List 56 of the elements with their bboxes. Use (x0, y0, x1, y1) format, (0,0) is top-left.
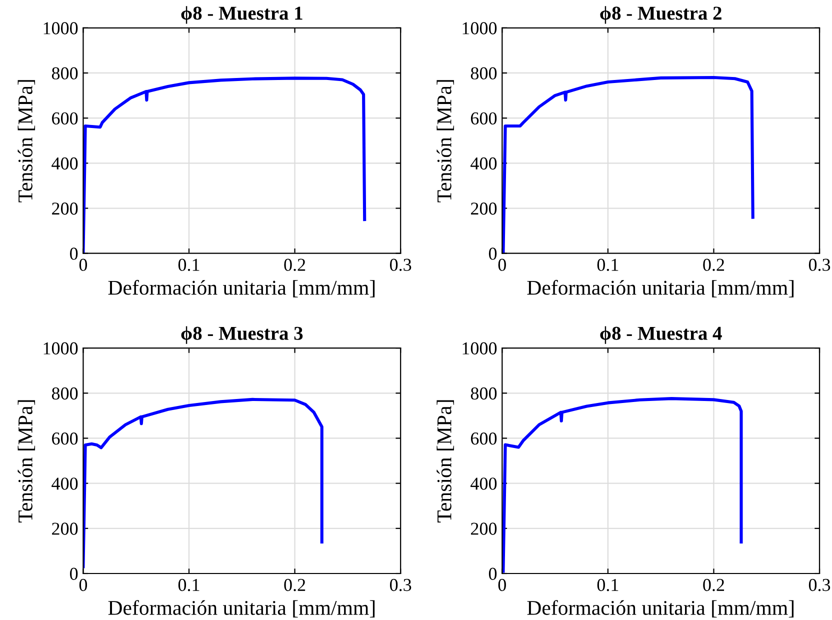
y-tick-label: 400 (52, 478, 78, 490)
chart-title: ϕ8 - Muestra 1 (181, 6, 302, 24)
x-axis-title: Deformación unitaria [mm/mm] (527, 280, 794, 298)
y-axis-title: Tensión [MPa] (18, 400, 36, 522)
x-tick-label: 0 (498, 258, 506, 271)
y-tick-label: 200 (470, 522, 497, 535)
y-axis-title: Tensión [MPa] (436, 400, 454, 522)
x-tick-label: 0.1 (178, 258, 200, 271)
x-tick-label: 0.3 (808, 578, 830, 592)
y-tick-label: 600 (52, 432, 78, 445)
x-tick-label: 0.2 (284, 578, 306, 592)
y-tick-label: 600 (470, 432, 497, 445)
y-tick-label: 200 (470, 202, 497, 215)
x-tick-label: 0.2 (703, 258, 724, 271)
y-tick-label: 0 (70, 248, 78, 260)
y-tick-label: 0 (70, 568, 78, 580)
y-tick-label: 400 (52, 157, 78, 170)
y-tick-label: 0 (488, 568, 497, 580)
x-tick-label: 0.2 (703, 578, 724, 592)
y-tick-label: 800 (52, 67, 78, 80)
x-axis-title: Deformación unitaria [mm/mm] (108, 280, 375, 298)
y-tick-label: 1000 (462, 22, 497, 34)
chart-title: ϕ8 - Muestra 4 (600, 326, 722, 344)
y-tick-label: 200 (52, 202, 78, 215)
x-tick-label: 0.3 (390, 578, 412, 592)
y-tick-label: 200 (52, 522, 78, 535)
y-tick-label: 600 (470, 112, 497, 125)
y-tick-label: 800 (52, 387, 78, 400)
y-tick-label: 0 (488, 248, 497, 260)
x-tick-label: 0.1 (597, 258, 618, 271)
y-tick-label: 800 (470, 387, 497, 400)
y-tick-label: 1000 (44, 342, 78, 354)
x-tick-label: 0.1 (597, 578, 618, 592)
x-tick-label: 0.3 (390, 258, 412, 271)
y-tick-label: 400 (470, 478, 497, 490)
x-tick-label: 0 (498, 578, 506, 592)
y-tick-label: 600 (52, 112, 78, 125)
y-axis-title: Tensión [MPa] (436, 80, 454, 202)
line-series (83, 76, 366, 254)
x-tick-label: 0.3 (808, 258, 830, 271)
y-tick-label: 400 (470, 157, 497, 170)
y-axis-title: Tensión [MPa] (18, 80, 36, 202)
y-tick-label: 1000 (462, 342, 497, 354)
x-tick-label: 0 (79, 258, 88, 271)
y-tick-label: 1000 (44, 22, 78, 34)
line-series (83, 398, 324, 568)
x-axis-title: Deformación unitaria [mm/mm] (527, 600, 794, 618)
line-series (502, 397, 743, 573)
line-series (502, 76, 754, 254)
x-tick-label: 0.1 (178, 578, 200, 592)
chart-title: ϕ8 - Muestra 2 (600, 6, 722, 24)
chart-title: ϕ8 - Muestra 3 (181, 326, 303, 344)
x-axis-title: Deformación unitaria [mm/mm] (108, 600, 375, 618)
x-tick-label: 0 (79, 578, 88, 592)
x-tick-label: 0.2 (284, 258, 306, 271)
y-tick-label: 800 (470, 67, 497, 80)
